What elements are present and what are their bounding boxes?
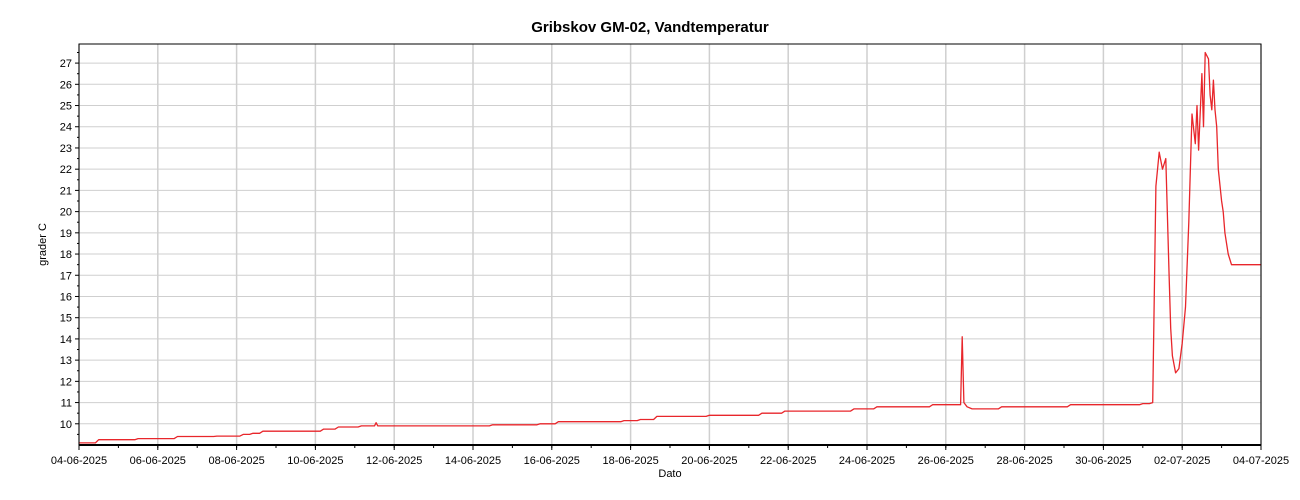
axes — [75, 43, 1262, 450]
x-tick-label: 20-06-2025 — [681, 455, 737, 467]
y-tick-label: 22 — [60, 164, 72, 176]
x-tick-label: 28-06-2025 — [996, 455, 1052, 467]
plot-frame — [78, 43, 1262, 446]
y-tick-label: 15 — [60, 313, 72, 325]
x-tick-label: 22-06-2025 — [760, 455, 816, 467]
y-tick-label: 24 — [60, 122, 72, 134]
grid-lines — [78, 44, 1262, 445]
y-tick-label: 18 — [60, 249, 72, 261]
x-axis-label: Dato — [658, 468, 681, 480]
y-tick-label: 19 — [60, 228, 72, 240]
y-tick-label: 23 — [60, 143, 72, 155]
x-tick-label: 08-06-2025 — [208, 455, 264, 467]
y-tick-label: 21 — [60, 185, 72, 197]
y-axis-label: grader C — [37, 223, 49, 266]
y-tick-label: 26 — [60, 79, 72, 91]
y-tick-label: 11 — [61, 398, 72, 410]
y-tick-label: 25 — [60, 101, 72, 113]
x-tick-label: 06-06-2025 — [130, 455, 186, 467]
x-tick-label: 10-06-2025 — [287, 455, 343, 467]
chart-title: Gribskov GM-02, Vandtemperatur — [531, 19, 769, 36]
x-tick-label: 30-06-2025 — [1075, 455, 1131, 467]
x-tick-label: 18-06-2025 — [602, 455, 658, 467]
series-layer — [79, 51, 1261, 444]
x-tick-label: 16-06-2025 — [524, 455, 580, 467]
x-tick-label: 26-06-2025 — [918, 455, 974, 467]
x-tick-label: 04-07-2025 — [1233, 455, 1289, 467]
y-tick-label: 16 — [60, 291, 72, 303]
y-tick-label: 27 — [60, 58, 72, 70]
x-tick-label: 04-06-2025 — [51, 455, 107, 467]
y-tick-label: 13 — [60, 355, 72, 367]
y-tick-label: 20 — [60, 207, 72, 219]
y-tick-label: 10 — [60, 419, 72, 431]
y-tick-label: 14 — [60, 334, 72, 346]
x-tick-label: 12-06-2025 — [366, 455, 422, 467]
y-tick-label: 12 — [60, 376, 72, 388]
x-tick-label: 02-07-2025 — [1154, 455, 1210, 467]
x-tick-label: 24-06-2025 — [839, 455, 895, 467]
tick-labels: 10 11 12 13 14 15 16 17 18 19 20 21 22 23 24 25 26 27 04-0… — [51, 58, 1289, 467]
y-tick-label: 17 — [60, 270, 72, 282]
series-line — [79, 51, 1261, 444]
x-tick-label: 14-06-2025 — [445, 455, 501, 467]
